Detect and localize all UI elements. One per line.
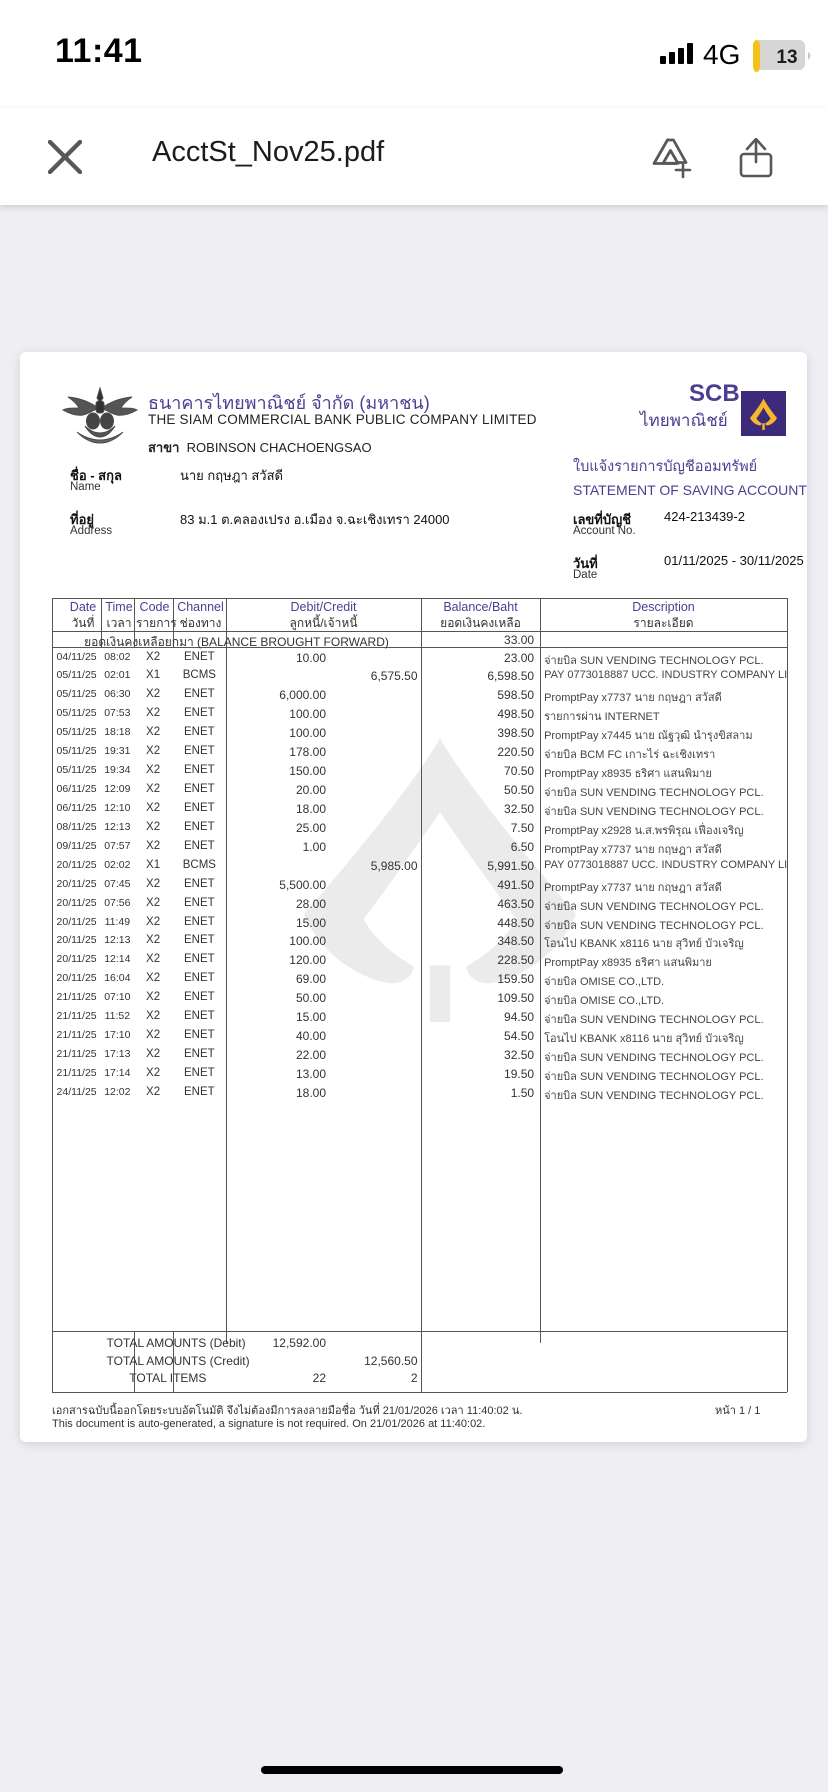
svg-text:13: 13 <box>776 47 797 68</box>
